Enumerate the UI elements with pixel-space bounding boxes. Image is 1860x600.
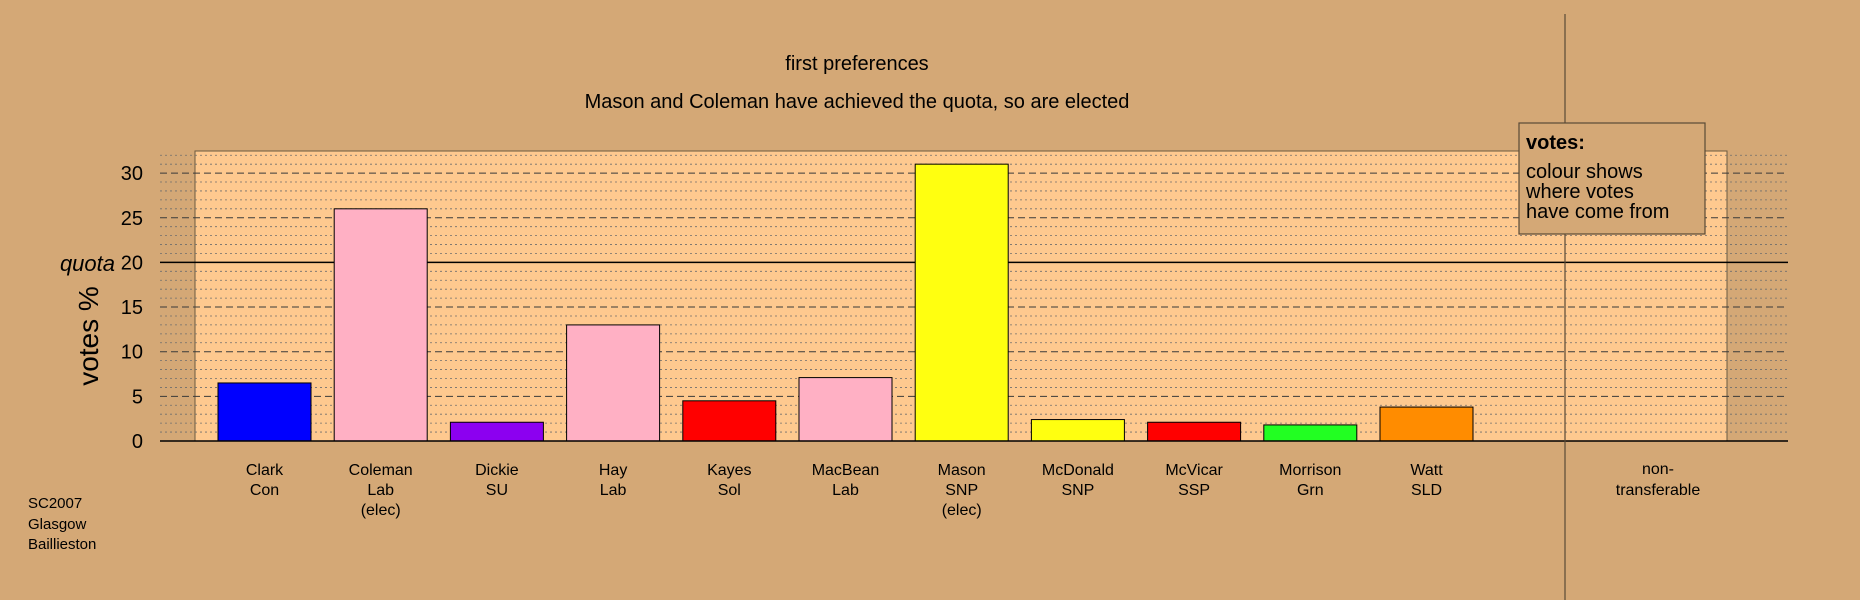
- candidate-name: Kayes: [707, 462, 751, 479]
- candidate-name: Dickie: [475, 462, 519, 479]
- candidate-party: Con: [250, 482, 279, 499]
- candidate-name: Coleman: [349, 462, 413, 479]
- candidate-party: Lab: [832, 482, 859, 499]
- candidate-party: SNP: [945, 482, 978, 499]
- bar-dickie: [449, 421, 544, 442]
- quota-label: quota: [60, 251, 115, 276]
- bar-mcdonald: [1030, 419, 1125, 442]
- candidate-name: McDonald: [1042, 462, 1114, 479]
- candidate-name: Watt: [1410, 462, 1443, 479]
- legend: votes: colour shows where votes have com…: [1518, 122, 1706, 235]
- y-tick-label: 20: [121, 252, 143, 274]
- candidate-status: (elec): [942, 502, 982, 519]
- legend-box: [1518, 122, 1706, 235]
- candidate-name: Morrison: [1279, 462, 1341, 479]
- y-axis: 0 5 10 15 20 25 30: [121, 163, 143, 453]
- x-axis-labels: Clark Con Coleman Lab (elec) Dickie SU Hay Lab Ka…: [246, 462, 1443, 519]
- bars: [217, 163, 1474, 442]
- bar-coleman: [333, 208, 428, 442]
- y-tick-label: 30: [121, 163, 143, 185]
- footnote-line-1: SC2007: [28, 495, 82, 512]
- y-axis-label: votes %: [73, 286, 104, 386]
- candidate-party: SSP: [1178, 482, 1210, 499]
- bar-morrison: [1263, 424, 1358, 442]
- nontransferable-label-line2: transferable: [1616, 482, 1701, 499]
- candidate-name: MacBean: [812, 462, 880, 479]
- y-tick-label: 0: [132, 431, 143, 453]
- candidate-party: Lab: [600, 482, 627, 499]
- y-tick-label: 10: [121, 342, 143, 364]
- footnote-line-2: Glasgow: [28, 516, 87, 533]
- nontransferable-label-line1: non-: [1642, 461, 1674, 478]
- legend-line-3: have come from: [1526, 201, 1669, 223]
- candidate-name: Hay: [599, 462, 627, 479]
- bar-mcvicar: [1147, 421, 1242, 442]
- legend-line-2: where votes: [1525, 181, 1634, 203]
- candidate-name: Clark: [246, 462, 284, 479]
- y-tick-label: 5: [132, 386, 143, 408]
- bar-watt: [1379, 406, 1474, 442]
- bar-kayes: [682, 400, 777, 442]
- candidate-name: Mason: [938, 462, 986, 479]
- candidate-party: Lab: [367, 482, 394, 499]
- bar-mason: [914, 163, 1009, 442]
- y-tick-label: 15: [121, 297, 143, 319]
- footnote-line-3: Baillieston: [28, 536, 96, 553]
- bar-hay: [566, 324, 661, 442]
- legend-line-1: colour shows: [1526, 161, 1643, 183]
- candidate-party: SU: [486, 482, 508, 499]
- bar-clark: [217, 382, 312, 442]
- chart-subtitle: Mason and Coleman have achieved the quot…: [585, 91, 1130, 113]
- bar-macbean: [798, 377, 893, 442]
- chart-title: first preferences: [785, 53, 928, 75]
- candidate-party: Sol: [718, 482, 741, 499]
- candidate-name: McVicar: [1165, 462, 1223, 479]
- legend-title: votes:: [1526, 132, 1585, 154]
- candidate-party: SLD: [1411, 482, 1442, 499]
- candidate-status: (elec): [361, 502, 401, 519]
- y-tick-label: 25: [121, 208, 143, 230]
- candidate-party: Grn: [1297, 482, 1324, 499]
- candidate-party: SNP: [1061, 482, 1094, 499]
